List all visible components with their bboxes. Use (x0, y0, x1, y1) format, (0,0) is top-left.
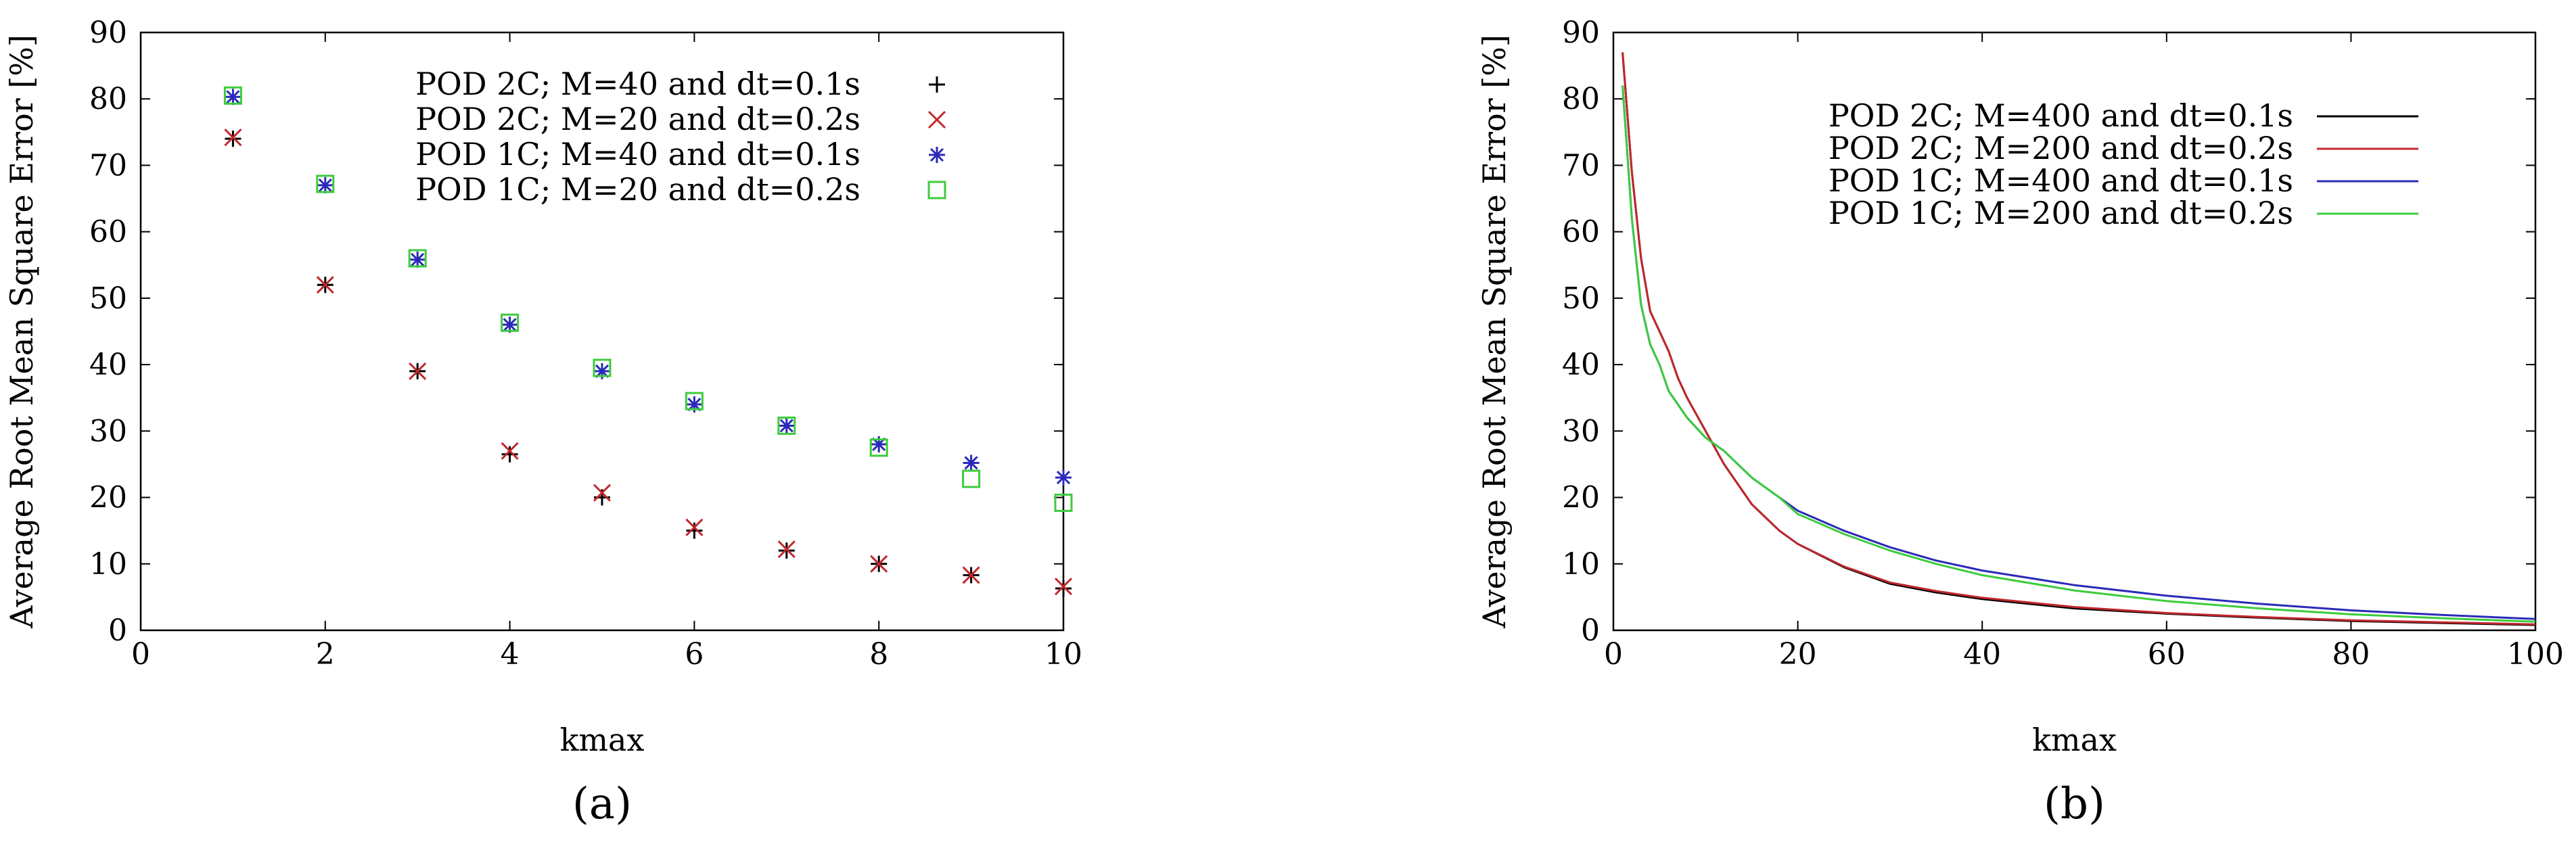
x-tick-label: 100 (2507, 637, 2564, 672)
data-point (317, 177, 334, 193)
data-point (408, 249, 427, 268)
legend-marker (929, 147, 945, 163)
series-2 (1622, 52, 2536, 626)
x-axis-label: kmax (2032, 722, 2117, 758)
legend-marker (929, 76, 945, 93)
series-line (1622, 52, 2536, 626)
panel-label: (a) (572, 779, 632, 829)
data-point (962, 566, 980, 584)
data-point (871, 436, 888, 452)
data-point (1054, 493, 1073, 512)
data-point (963, 454, 980, 471)
data-point (501, 316, 518, 333)
data-point (409, 362, 427, 380)
data-point (223, 86, 242, 105)
x-tick-label: 6 (685, 637, 704, 672)
panel-label: (b) (2044, 779, 2105, 829)
x-tick-label: 10 (1044, 637, 1082, 672)
x-tick-label: 0 (131, 637, 150, 672)
y-tick-label: 50 (89, 281, 127, 316)
data-point (685, 518, 704, 536)
data-point (1055, 580, 1072, 597)
data-point (686, 396, 703, 413)
data-point (501, 446, 518, 463)
series-3 (225, 89, 1072, 486)
y-tick-label: 80 (89, 82, 127, 116)
legend-label: POD 1C; M=400 and dt=0.1s (1828, 162, 2293, 199)
legend-label: POD 2C; M=40 and dt=0.1s (415, 66, 860, 102)
legend-label: POD 2C; M=400 and dt=0.1s (1828, 97, 2293, 134)
legend-marker (927, 181, 946, 200)
x-tick-label: 80 (2332, 637, 2370, 672)
data-point (225, 89, 242, 106)
data-point (593, 358, 612, 377)
chart-panel-b: 0 20 40 60 80 100 0 10 20 30 40 50 60 70 80 90 kmax Avera… (1476, 16, 2564, 829)
x-tick-label: 4 (501, 637, 520, 672)
legend-label: POD 1C; M=40 and dt=0.1s (415, 136, 860, 172)
y-tick-label: 30 (89, 414, 127, 448)
data-point (778, 417, 795, 434)
plot-frame (1612, 31, 2537, 632)
data-point (409, 251, 426, 268)
data-point (686, 522, 703, 539)
data-point (869, 438, 888, 457)
y-tick-label: 60 (1562, 215, 1600, 250)
y-tick-label: 30 (1562, 414, 1600, 448)
legend-marker (927, 110, 946, 129)
x-tick-label: 0 (1604, 637, 1623, 672)
y-tick-label: 0 (1581, 613, 1600, 648)
x-tick-label: 40 (1963, 637, 2001, 672)
chart-panel-a: 0 2 4 6 8 10 0 10 20 30 40 50 60 70 80 90 kmax Average Ro… (3, 16, 1082, 829)
series-2 (224, 128, 1073, 596)
y-tick-label: 20 (89, 481, 127, 515)
y-axis-label: Average Root Mean Square Error [%] (3, 34, 40, 629)
y-tick-label: 70 (1562, 148, 1600, 183)
x-tick-label: 20 (1779, 637, 1817, 672)
y-tick-label: 60 (89, 215, 127, 250)
data-point (1055, 469, 1072, 486)
data-point (501, 313, 520, 332)
y-tick-label: 20 (1562, 481, 1600, 515)
data-point (685, 392, 704, 411)
y-tick-label: 10 (1562, 547, 1600, 582)
y-tick-label: 10 (89, 547, 127, 582)
x-tick-label: 60 (2148, 637, 2186, 672)
x-tick-label: 2 (316, 637, 335, 672)
y-tick-label: 90 (1562, 16, 1600, 50)
legend-label: POD 1C; M=200 and dt=0.2s (1828, 195, 2293, 231)
data-point (777, 416, 796, 435)
y-tick-label: 0 (108, 613, 127, 648)
data-point (594, 362, 610, 379)
legend-label: POD 2C; M=20 and dt=0.2s (415, 101, 860, 137)
data-point (316, 276, 334, 294)
y-tick-label: 40 (89, 348, 127, 382)
series-4 (223, 86, 1073, 512)
legend-label: POD 1C; M=20 and dt=0.2s (415, 171, 860, 208)
data-point (501, 442, 519, 460)
data-point (316, 174, 335, 193)
y-tick-label: 50 (1562, 281, 1600, 316)
data-point (870, 555, 888, 573)
data-point (1054, 578, 1073, 596)
data-point (593, 484, 612, 502)
data-point (224, 128, 242, 147)
x-axis-label: kmax (560, 722, 645, 758)
data-point (777, 540, 796, 559)
y-tick-label: 80 (1562, 82, 1600, 116)
y-axis-label: Average Root Mean Square Error [%] (1476, 34, 1513, 629)
y-tick-label: 70 (89, 148, 127, 183)
data-point (962, 469, 981, 488)
series-line (1622, 85, 2536, 623)
y-tick-label: 90 (89, 16, 127, 50)
y-tick-label: 40 (1562, 348, 1600, 382)
legend-label: POD 2C; M=200 and dt=0.2s (1828, 130, 2293, 166)
plot-frame (139, 31, 1065, 632)
series-4 (1622, 85, 2536, 623)
x-tick-label: 8 (869, 637, 888, 672)
